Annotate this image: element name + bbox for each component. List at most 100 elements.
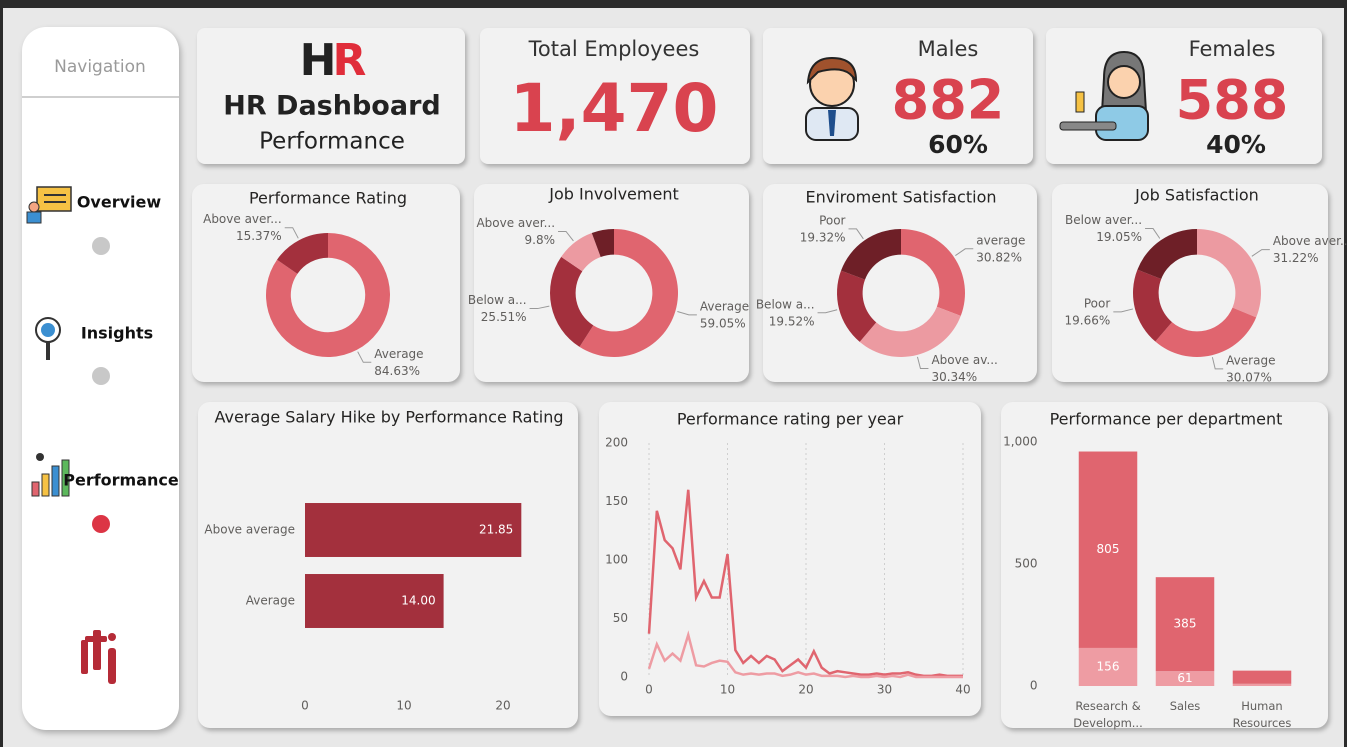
donut-slice bbox=[1155, 307, 1257, 358]
slice-value: 30.07% bbox=[1226, 370, 1272, 384]
slice-label: Above aver... bbox=[476, 216, 555, 230]
value-label: 21.85 bbox=[479, 523, 513, 537]
nav-item[interactable]: Overview bbox=[77, 193, 162, 212]
org-logo bbox=[81, 630, 116, 684]
y-tick-label: 100 bbox=[605, 553, 628, 567]
slice-value: 19.32% bbox=[800, 230, 846, 244]
donut-slice bbox=[1197, 229, 1261, 318]
donut-slice bbox=[1137, 229, 1197, 279]
chart-card bbox=[198, 402, 578, 728]
insights-icon bbox=[35, 317, 61, 360]
leader-line bbox=[284, 227, 299, 239]
bar-segment bbox=[1232, 683, 1292, 686]
y-tick-label: Above average bbox=[204, 523, 295, 537]
slice-label: Below a... bbox=[468, 293, 527, 307]
kpi-value: 588 bbox=[1176, 69, 1289, 132]
slice-value: 15.37% bbox=[236, 229, 282, 243]
donut-slice bbox=[579, 229, 678, 357]
y-tick-label: 0 bbox=[620, 670, 628, 684]
slice-label: Average bbox=[700, 299, 749, 313]
slice-value: 19.52% bbox=[769, 314, 815, 328]
donut-slice bbox=[591, 229, 614, 257]
nav-dot[interactable] bbox=[92, 367, 110, 385]
slice-label: Above av... bbox=[931, 353, 997, 367]
kpi-title: Females bbox=[1189, 37, 1276, 61]
donut-slice bbox=[841, 229, 901, 280]
x-tick-label: Sales bbox=[1169, 699, 1201, 713]
leader-line bbox=[1145, 228, 1161, 239]
donut-slice bbox=[549, 256, 594, 347]
donut-slice bbox=[561, 232, 601, 272]
x-tick-label: 0 bbox=[645, 683, 653, 697]
x-tick-label: 20 bbox=[798, 683, 813, 697]
nav-dot[interactable] bbox=[92, 237, 110, 255]
donut-slice bbox=[901, 229, 965, 316]
kpi-share: 40% bbox=[1206, 130, 1266, 159]
kpi-value: 882 bbox=[892, 69, 1005, 132]
male-icon bbox=[805, 56, 859, 141]
leader-line bbox=[1211, 357, 1224, 370]
slice-value: 25.51% bbox=[481, 310, 527, 324]
slice-label: Poor bbox=[819, 213, 845, 227]
chart-card bbox=[192, 184, 460, 382]
donut-slice bbox=[836, 270, 877, 342]
leader-line bbox=[817, 309, 838, 314]
kpi-title: Males bbox=[918, 37, 979, 61]
x-tick-label: Human Resources bbox=[1232, 699, 1292, 730]
slice-label: Below aver... bbox=[1065, 213, 1142, 227]
chart-card bbox=[474, 184, 749, 382]
x-tick-label: Sales bbox=[1169, 699, 1201, 713]
x-tick-label: 30 bbox=[877, 683, 892, 697]
nav-title: Navigation bbox=[54, 57, 146, 77]
slice-label: Above aver... bbox=[1273, 234, 1347, 248]
y-tick-label: 0 bbox=[1030, 679, 1038, 693]
chart-card bbox=[1052, 184, 1328, 382]
kpi-share: 60% bbox=[928, 130, 988, 159]
hr-logo: HR bbox=[300, 35, 366, 86]
slice-label: average bbox=[976, 233, 1025, 247]
bar bbox=[305, 503, 522, 557]
line bbox=[647, 489, 963, 678]
slice-value: 9.8% bbox=[525, 233, 556, 247]
y-tick-label: 500 bbox=[1015, 557, 1038, 571]
donut-slice bbox=[859, 306, 961, 357]
chart-title: Average Salary Hike by Performance Ratin… bbox=[214, 408, 563, 427]
nav-item[interactable]: Performance bbox=[63, 471, 179, 490]
x-tick-label: 0 bbox=[301, 699, 309, 713]
value-label: 14.00 bbox=[401, 594, 435, 608]
x-tick-label: 10 bbox=[396, 699, 411, 713]
leader-line bbox=[1113, 308, 1134, 313]
x-tick-label: Research & Developm... bbox=[1073, 699, 1143, 730]
dashboard-subtitle: Performance bbox=[259, 129, 405, 155]
slice-value: 84.63% bbox=[374, 364, 420, 378]
y-tick-label: 150 bbox=[605, 494, 628, 508]
chart-title: Enviroment Satisfaction bbox=[805, 188, 996, 207]
leader-line bbox=[558, 230, 574, 242]
bar-segment bbox=[1078, 647, 1138, 686]
slice-label: Below a... bbox=[756, 297, 815, 311]
donut-slice bbox=[277, 233, 328, 274]
slice-value: 30.82% bbox=[976, 250, 1022, 264]
kpi-card bbox=[480, 28, 750, 164]
y-tick-label: 1,000 bbox=[1003, 435, 1037, 449]
y-tick-label: 200 bbox=[605, 436, 628, 450]
nav-dot[interactable] bbox=[92, 515, 110, 533]
slice-label: Poor bbox=[1084, 296, 1110, 310]
nav-item[interactable]: Insights bbox=[81, 324, 153, 343]
female-icon bbox=[1059, 50, 1149, 141]
slice-label: Average bbox=[374, 347, 423, 361]
leader-line bbox=[955, 248, 974, 257]
value-label: 805 bbox=[1097, 542, 1120, 556]
y-tick-label: Average bbox=[246, 594, 295, 608]
bar bbox=[305, 574, 444, 628]
bar-segment bbox=[1078, 451, 1138, 648]
chart-title: Job Involvement bbox=[548, 185, 678, 204]
slice-value: 59.05% bbox=[700, 316, 746, 330]
value-label: 385 bbox=[1174, 617, 1197, 631]
x-tick-label: 20 bbox=[495, 699, 510, 713]
chart-card bbox=[763, 184, 1037, 382]
dashboard-title: HR Dashboard bbox=[223, 91, 440, 122]
leader-line bbox=[916, 356, 929, 370]
slice-value: 19.66% bbox=[1065, 313, 1111, 327]
donut-slice bbox=[265, 233, 390, 357]
